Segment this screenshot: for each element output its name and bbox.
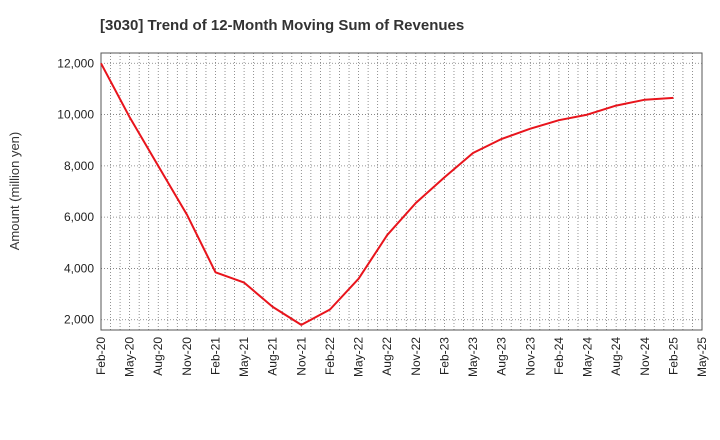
- x-axis-ticks: Feb-20 May-20 Aug-20 Nov-20 Feb-21 May-21 Aug-…: [94, 337, 709, 377]
- y-tick-label: 4,000: [64, 261, 94, 275]
- x-tick-label: Nov-23: [523, 337, 537, 376]
- series-group: [100, 62, 674, 326]
- y-axis-ticks: 2,000 4,000 6,000 8,000 10,000 12,000: [57, 56, 94, 326]
- x-tick-label: May-21: [237, 337, 251, 377]
- x-tick-label: Feb-25: [666, 337, 680, 375]
- plot-area-frame: [100, 52, 703, 331]
- x-tick-label: May-24: [581, 337, 595, 377]
- x-tick-label: Feb-24: [552, 337, 566, 375]
- x-tick-label: May-22: [352, 337, 366, 377]
- x-tick-label: Aug-22: [380, 337, 394, 376]
- x-tick-label: Aug-23: [495, 337, 509, 376]
- x-tick-label: Aug-20: [151, 337, 165, 376]
- x-tick-label: Nov-24: [638, 337, 652, 376]
- x-tick-label: Nov-20: [180, 337, 194, 376]
- x-tick-label: Feb-22: [323, 337, 337, 375]
- x-tick-label: May-23: [466, 337, 480, 377]
- x-tick-label: May-20: [123, 337, 137, 377]
- y-tick-label: 10,000: [57, 108, 94, 122]
- y-tick-label: 12,000: [57, 56, 94, 70]
- chart-title: [3030] Trend of 12-Month Moving Sum of R…: [100, 17, 464, 34]
- x-tick-label: Aug-24: [609, 337, 623, 376]
- y-axis-label: Amount (million yen): [7, 132, 22, 251]
- x-tick-label: Aug-21: [266, 337, 280, 376]
- x-tick-label: Feb-21: [208, 337, 222, 375]
- x-tick-label: May-25: [695, 337, 709, 377]
- x-tick-label: Feb-23: [437, 337, 451, 375]
- x-tick-label: Nov-21: [294, 337, 308, 376]
- y-tick-label: 6,000: [64, 210, 94, 224]
- grid-lines: [101, 53, 702, 330]
- y-tick-label: 2,000: [64, 313, 94, 327]
- x-tick-label: Feb-20: [94, 337, 108, 375]
- series-line: [100, 62, 674, 326]
- y-tick-label: 8,000: [64, 159, 94, 173]
- x-tick-label: Nov-22: [409, 337, 423, 376]
